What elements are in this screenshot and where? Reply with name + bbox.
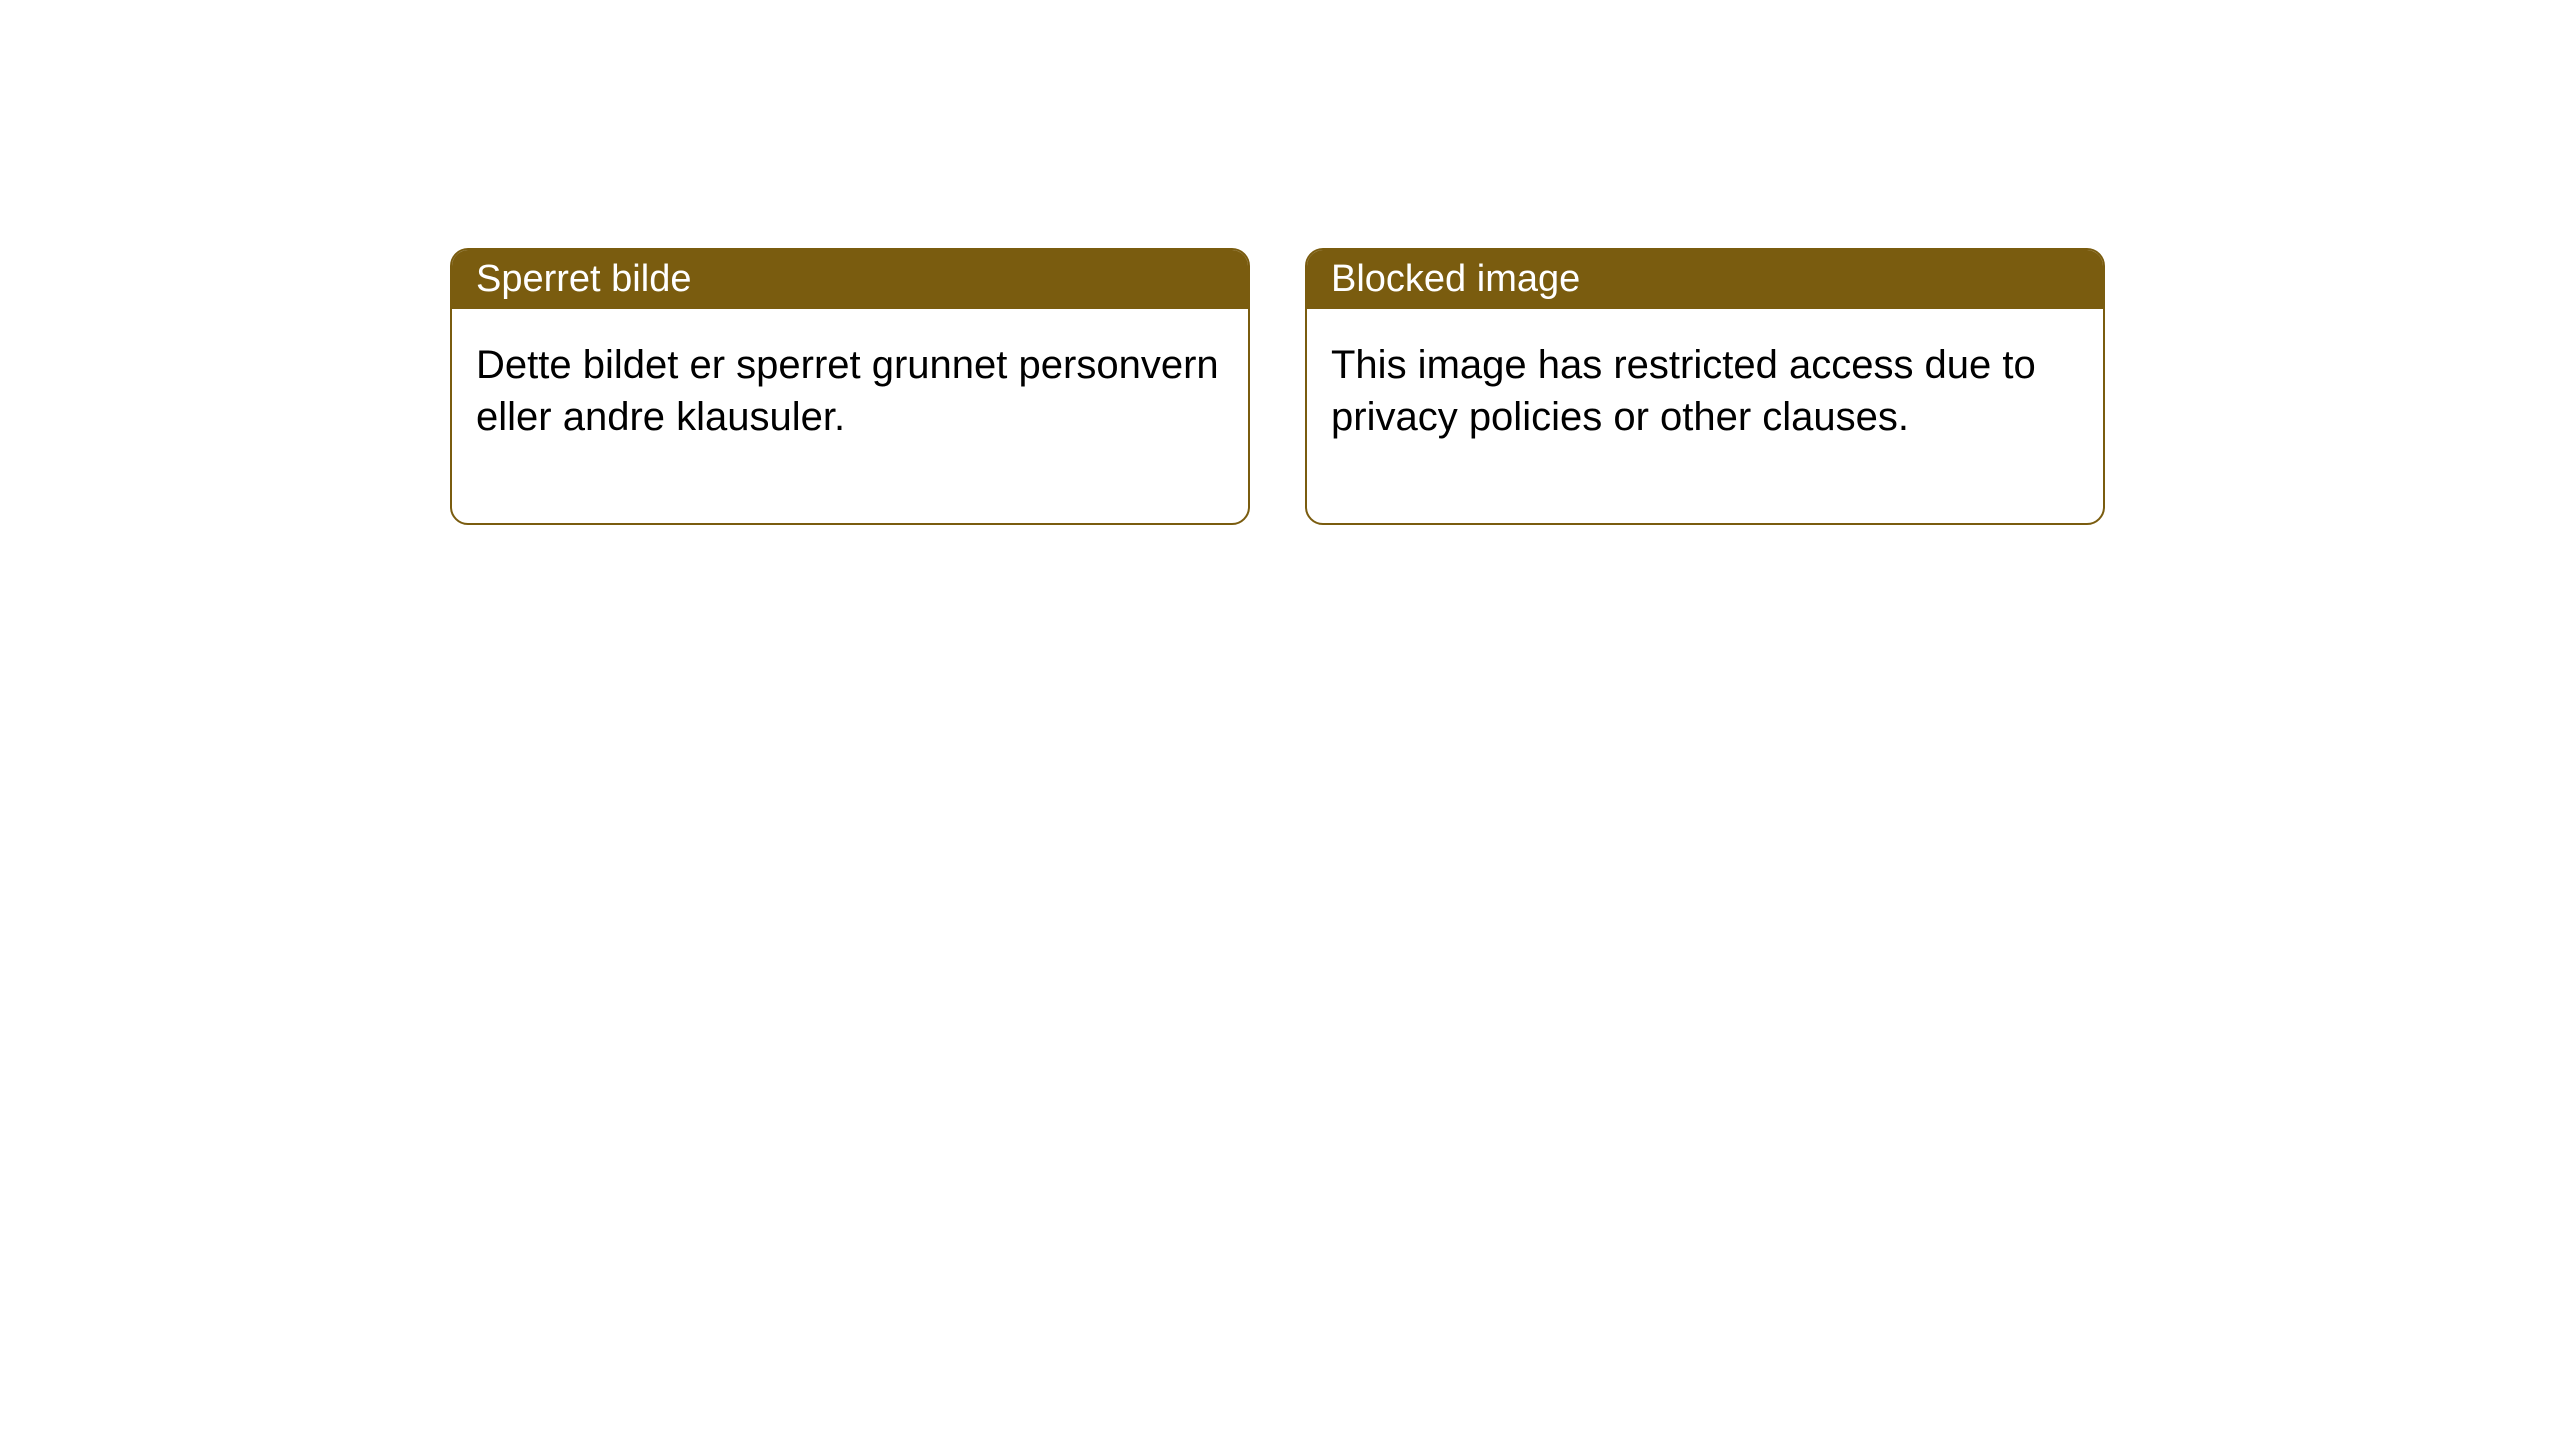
notice-body: This image has restricted access due to … bbox=[1307, 309, 2103, 523]
notice-box-english: Blocked image This image has restricted … bbox=[1305, 248, 2105, 525]
notice-container: Sperret bilde Dette bildet er sperret gr… bbox=[450, 248, 2105, 525]
notice-box-norwegian: Sperret bilde Dette bildet er sperret gr… bbox=[450, 248, 1250, 525]
notice-title: Blocked image bbox=[1331, 258, 1580, 300]
notice-body: Dette bildet er sperret grunnet personve… bbox=[452, 309, 1248, 523]
notice-header: Sperret bilde bbox=[452, 250, 1248, 309]
notice-body-text: Dette bildet er sperret grunnet personve… bbox=[476, 343, 1219, 439]
notice-header: Blocked image bbox=[1307, 250, 2103, 309]
notice-body-text: This image has restricted access due to … bbox=[1331, 343, 2036, 439]
notice-title: Sperret bilde bbox=[476, 258, 691, 300]
